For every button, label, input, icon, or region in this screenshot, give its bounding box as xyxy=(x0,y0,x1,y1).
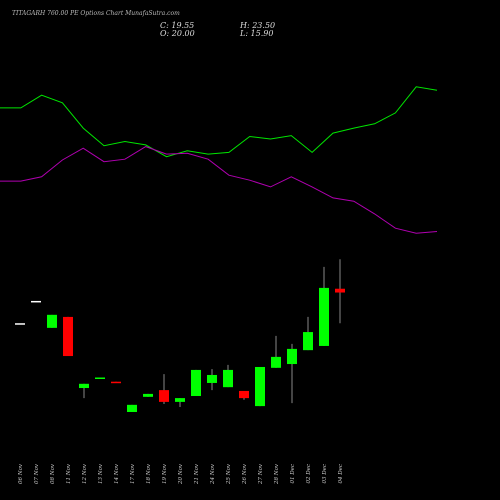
candle-body xyxy=(159,390,169,402)
x-tick-label: 12 Nov xyxy=(82,463,88,484)
candle-body xyxy=(63,316,73,357)
x-tick-label: 08 Nov xyxy=(50,463,56,484)
x-tick-label: 06 Nov xyxy=(18,463,24,484)
x-tick-label: 03 Dec xyxy=(322,464,328,484)
candle-body xyxy=(335,288,345,293)
candle-body xyxy=(95,377,105,379)
candle-body xyxy=(303,332,313,351)
candle-body xyxy=(271,356,281,368)
x-tick-label: 13 Nov xyxy=(98,463,104,484)
candle-body xyxy=(79,383,89,389)
candle-body xyxy=(191,369,201,397)
candle-body xyxy=(207,374,217,383)
x-tick-label: 01 Dec xyxy=(290,464,296,484)
candle-body xyxy=(127,404,137,412)
ohlc-high: H: 23.50 xyxy=(239,21,275,30)
x-tick-label: 24 Nov xyxy=(210,463,216,485)
x-tick-label: 18 Nov xyxy=(146,463,152,484)
x-tick-label: 27 Nov xyxy=(258,463,264,485)
x-tick-label: 11 Nov xyxy=(66,463,72,484)
chart-title: TITAGARH 760.00 PE Options Chart MunafaS… xyxy=(12,10,180,17)
candle-body xyxy=(287,348,297,365)
x-tick-label: 02 Dec xyxy=(306,464,312,484)
ohlc-close: C: 19.55 xyxy=(160,21,194,30)
candle-body xyxy=(143,393,153,397)
x-tick-label: 19 Nov xyxy=(162,463,168,484)
candle-body xyxy=(15,323,25,325)
indicator-line xyxy=(0,146,438,234)
ohlc-low: L: 15.90 xyxy=(239,29,273,38)
x-tick-label: 04 Dec xyxy=(338,464,344,484)
x-tick-label: 17 Nov xyxy=(130,463,136,484)
x-tick-label: 21 Nov xyxy=(194,463,200,485)
x-tick-label: 25 Nov xyxy=(226,463,232,485)
candle-body xyxy=(239,390,249,399)
candle-body xyxy=(111,381,121,384)
candle-body xyxy=(31,300,41,303)
x-tick-label: 20 Nov xyxy=(178,463,184,485)
candle-body xyxy=(223,369,233,388)
x-tick-label: 28 Nov xyxy=(274,463,280,485)
x-tick-label: 07 Nov xyxy=(34,463,40,484)
candle-body xyxy=(319,287,329,346)
ohlc-open: O: 20.00 xyxy=(160,29,195,38)
x-tick-label: 26 Nov xyxy=(242,463,248,485)
candle-body xyxy=(175,398,185,402)
indicator-line xyxy=(0,86,438,158)
candle-body xyxy=(47,314,57,328)
x-tick-label: 14 Nov xyxy=(114,463,120,484)
candle-body xyxy=(255,366,265,407)
